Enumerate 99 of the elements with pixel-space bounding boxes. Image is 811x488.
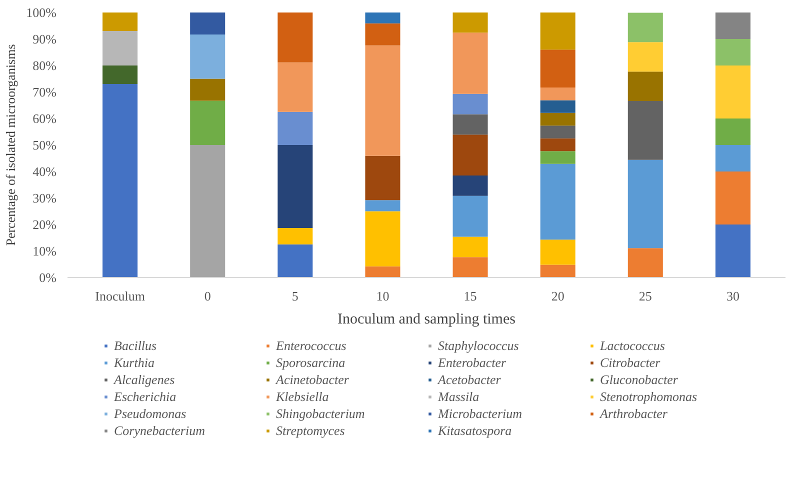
x-tick-label: 5 [292,288,298,304]
y-tick-label: 90% [32,32,57,46]
bar [715,172,750,224]
bar [452,196,488,237]
bar [452,236,488,258]
bar [452,94,488,114]
bar [715,39,750,66]
bar [628,248,663,278]
bar [102,31,138,66]
bar [540,112,576,126]
bar [540,126,576,138]
x-axis-title: Inoculum and sampling times [338,312,516,328]
bar [540,50,576,88]
y-tick-label: 30% [32,190,57,206]
bar [540,100,576,113]
y-tick-label: 80% [32,58,57,73]
bar [190,34,226,79]
bar [540,12,576,50]
bar [628,72,663,102]
y-tick-label: 10% [32,244,57,258]
y-tick-label: 0% [39,270,57,285]
x-tick-label: Inoculum [95,288,145,304]
bar [278,62,313,112]
legend-label: Sporosarcina [276,354,346,371]
bar [365,211,400,266]
bar [102,66,138,84]
y-tick-label: 60% [32,111,57,126]
legend-label: Streptomyces [276,422,346,439]
bar [540,240,576,265]
bar [452,32,488,94]
y-tick-label: 50% [32,138,57,152]
bar [278,12,313,62]
y-tick-label: 40% [32,164,57,179]
legend-label: Citrobacter [600,354,662,371]
bar [715,66,750,118]
legend-label: Massila [438,388,480,405]
bar [278,244,313,278]
x-tick-label: 30 [726,288,740,304]
legend-label: Microbacterium [438,405,523,422]
bar [540,264,576,278]
legend-label: Escherichia [114,388,178,405]
legend-label: Alcaligenes [114,371,176,388]
legend-label: Stenotrophomonas [600,388,698,405]
bar [278,145,313,228]
legend-label: Gluconobacter [600,371,679,388]
bar [102,12,138,32]
bar [278,112,313,145]
bar [540,151,576,164]
x-tick-label: 0 [204,288,211,304]
bar [102,84,138,278]
legend-label: Enterococcus [276,337,348,354]
legend-label: Staphylococcus [438,337,520,354]
bar [628,160,663,248]
legend-label: Enterobacter [438,354,508,371]
x-tick-label: 25 [638,288,652,304]
bar [540,87,576,100]
legend-label: Acinetobacter [276,371,350,388]
bar [190,12,226,34]
bar [452,114,488,135]
x-tick-label: 10 [376,288,390,304]
y-tick-label: 70% [32,84,57,100]
legend-label: Lactococcus [600,337,666,354]
y-axis-title: Percentage of isolated microorganisms [3,44,18,246]
x-tick-label: 20 [551,288,564,304]
bar [628,101,663,160]
bar [452,12,488,33]
x-tick-label: 15 [464,288,477,304]
y-tick-label: 100% [26,5,57,20]
bar [365,200,400,212]
legend-label: Pseudomonas [114,405,188,422]
bar [365,12,400,24]
bar [715,12,750,39]
bar [452,175,488,196]
bar [452,134,488,176]
legend-label: Klebsiella [276,388,330,405]
bar [365,266,400,278]
bar [540,164,576,240]
legend-label: Acetobacter [438,371,502,388]
bar [628,12,663,42]
bar [278,228,313,244]
legend-label: Corynebacterium [114,422,206,439]
bar [365,23,400,46]
bar [715,118,750,145]
legend-label: Arthrobacter [600,405,668,422]
bar [715,145,750,172]
legend-label: Bacillus [114,337,158,354]
legend-label: Shingobacterium [276,405,366,422]
bar [715,224,750,278]
bar [190,145,226,278]
legend-label: Kurthia [114,354,156,371]
y-tick-label: 20% [32,217,57,232]
bar [190,78,226,101]
bar [628,42,663,72]
bar [540,138,576,152]
bar [190,100,226,145]
bar [365,45,400,156]
bar [365,156,400,200]
legend-label: Kitasatospora [438,422,513,439]
bar [452,257,488,278]
